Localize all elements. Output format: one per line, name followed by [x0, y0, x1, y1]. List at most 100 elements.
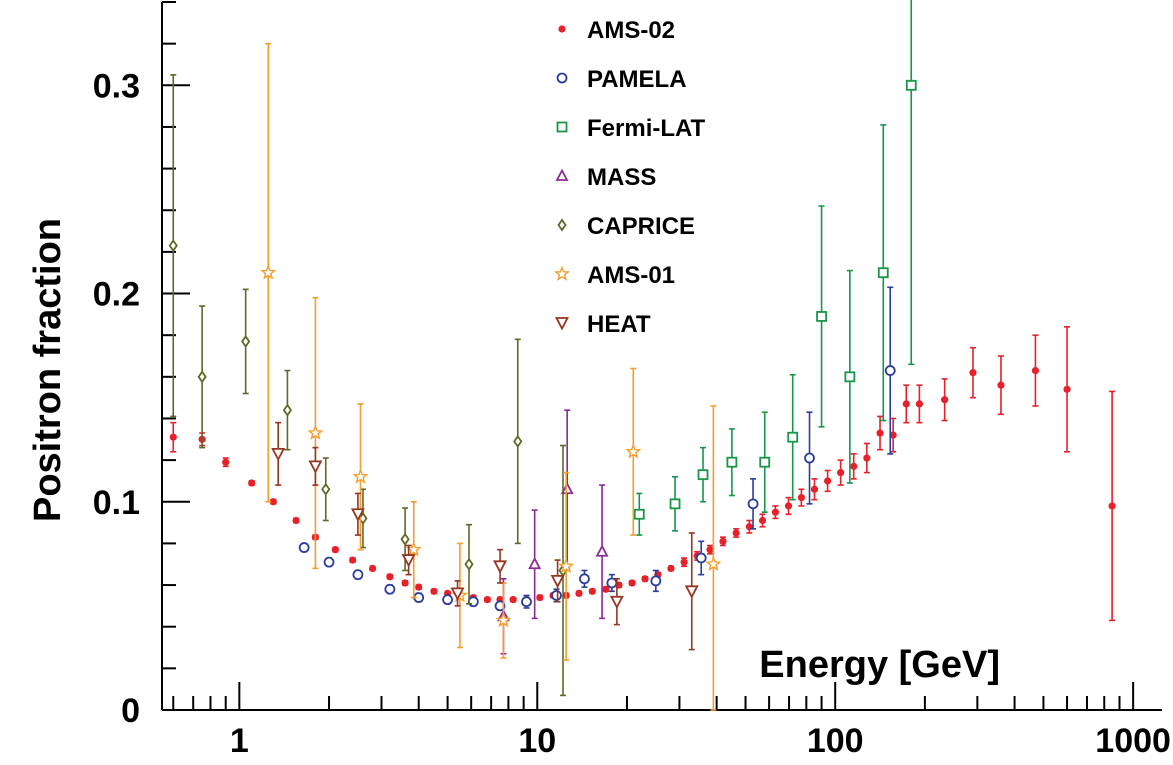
data-point-mass	[595, 544, 609, 557]
data-point-ams-02	[602, 585, 610, 593]
data-point-ams-01	[705, 555, 722, 572]
data-point-ams-02	[889, 431, 897, 439]
series-fermi-lat	[633, 0, 917, 536]
data-point-pamela	[551, 590, 562, 601]
data-point-caprice	[464, 557, 474, 571]
plot-frame	[161, 2, 1162, 711]
legend-marker	[558, 25, 566, 33]
data-point-ams-02	[536, 593, 544, 602]
x-tick-label: 1000	[1095, 722, 1171, 760]
legend-marker	[557, 218, 567, 232]
data-point-ams-02	[680, 558, 688, 566]
data-point-ams-02	[719, 537, 727, 545]
data-point-ams-02	[771, 508, 780, 516]
data-point-fermi-lat	[816, 311, 827, 322]
data-point-ams-01	[352, 468, 369, 484]
legend-label: AMS-02	[587, 17, 675, 44]
data-point-ams-02	[667, 564, 675, 573]
data-point-pamela	[804, 452, 815, 464]
legend-item-heat: HEAT	[555, 311, 651, 338]
data-point-ams-02	[641, 575, 649, 583]
data-point-ams-02	[876, 429, 884, 437]
data-point-pamela	[884, 365, 896, 376]
data-point-ams-02	[248, 479, 256, 487]
data-point-caprice	[321, 482, 331, 496]
data-point-ams-02	[1031, 366, 1040, 375]
data-point-ams-01	[260, 264, 277, 280]
legend-label: HEAT	[587, 311, 651, 338]
data-point-ams-01	[625, 443, 642, 459]
x-tick-label: 10	[518, 722, 556, 760]
data-point-mass	[528, 556, 542, 570]
data-point-ams-02	[902, 400, 910, 408]
data-point-fermi-lat	[844, 371, 856, 383]
data-point-caprice	[241, 334, 251, 348]
data-point-ams-02	[368, 564, 377, 573]
series-caprice	[168, 74, 568, 697]
legend-item-fermi-lat: Fermi-LAT	[556, 115, 706, 142]
data-point-ams-01	[307, 424, 324, 440]
legend-label: PAMELA	[587, 66, 687, 93]
data-point-ams-02	[969, 369, 977, 377]
data-point-heat	[609, 595, 624, 610]
legend-item-caprice: CAPRICE	[557, 213, 695, 240]
data-point-fermi-lat	[905, 79, 917, 91]
data-point-heat	[401, 554, 416, 568]
data-point-pamela	[442, 594, 453, 606]
data-point-heat	[684, 585, 699, 599]
series-ams-02	[169, 326, 1116, 622]
data-point-ams-02	[758, 516, 767, 525]
data-point-ams-02	[628, 579, 636, 587]
data-point-ams-02	[386, 573, 394, 581]
data-point-pamela	[494, 600, 506, 612]
data-point-ams-02	[732, 529, 740, 537]
data-point-fermi-lat	[759, 456, 771, 468]
data-point-ams-02	[401, 579, 409, 587]
data-point-ams-02	[850, 462, 858, 470]
data-point-ams-02	[837, 469, 845, 477]
legend-item-ams-02: AMS-02	[558, 17, 675, 44]
data-point-ams-02	[509, 596, 517, 604]
data-point-fermi-lat	[669, 498, 681, 510]
legend-label: CAPRICE	[587, 213, 695, 240]
x-tick-label: 100	[807, 722, 864, 760]
legend-marker	[555, 317, 569, 331]
legend: AMS-02 PAMELA Fermi-LAT MASS CAPRICE AMS-01 HE…	[553, 17, 706, 338]
data-point-pamela	[298, 542, 310, 553]
data-point-heat	[308, 460, 323, 474]
legend-label: Fermi-LAT	[587, 115, 706, 142]
data-point-ams-02	[169, 433, 177, 441]
data-point-ams-02	[430, 587, 438, 595]
data-point-ams-02	[349, 556, 357, 564]
data-point-ams-02	[331, 546, 339, 554]
data-point-ams-02	[784, 502, 793, 510]
data-point-fermi-lat	[877, 267, 889, 279]
data-point-caprice	[197, 370, 207, 384]
data-point-fermi-lat	[633, 508, 645, 520]
legend-marker	[555, 168, 569, 181]
series-heat	[271, 421, 699, 651]
data-point-pamela	[606, 577, 618, 589]
y-axis-title: Positron fraction	[27, 218, 69, 522]
data-point-heat	[271, 447, 286, 462]
series-ams-01	[260, 42, 722, 711]
data-point-ams-02	[1063, 385, 1071, 393]
data-point-heat	[350, 508, 365, 522]
data-point-ams-02	[269, 498, 277, 506]
data-point-ams-02	[1108, 502, 1116, 510]
data-point-pamela	[467, 596, 479, 608]
legend-marker	[556, 72, 568, 84]
data-point-pamela	[352, 569, 364, 581]
data-point-ams-02	[575, 589, 583, 597]
data-point-caprice	[513, 434, 523, 448]
legend-item-ams-01: AMS-01	[553, 262, 675, 289]
y-axis: 0 0.1 0.2 0.3	[93, 1, 190, 730]
legend-item-pamela: PAMELA	[556, 66, 687, 93]
legend-item-mass: MASS	[555, 164, 656, 191]
data-point-heat	[493, 560, 508, 574]
data-point-pamela	[695, 552, 707, 564]
data-point-ams-02	[824, 477, 832, 485]
data-point-ams-02	[483, 596, 491, 604]
y-tick-label: 0.3	[93, 67, 140, 105]
